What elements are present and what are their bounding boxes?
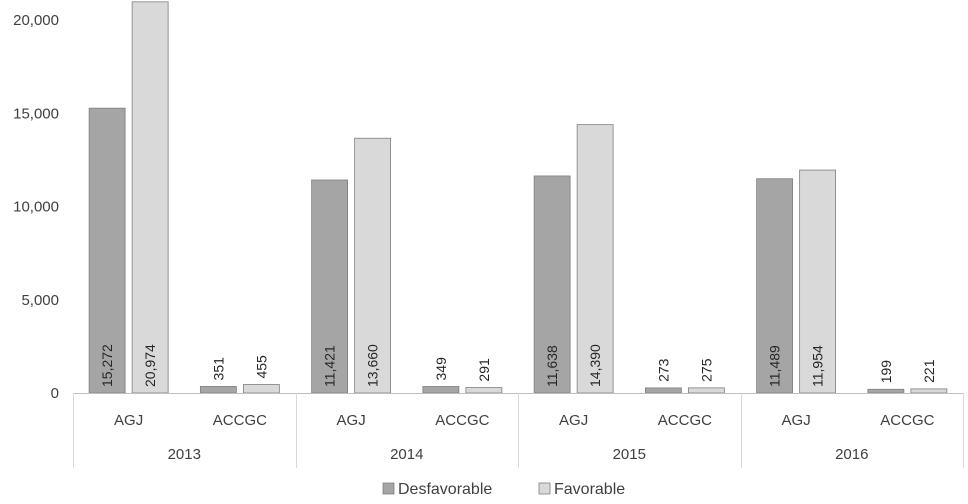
- data-label: 199: [878, 360, 894, 384]
- bar-desfavorable: [199, 386, 237, 394]
- category-label: AGJ: [337, 412, 366, 429]
- bar-favorable: [354, 137, 392, 394]
- bar-desfavorable: [311, 179, 349, 394]
- data-label: 15,272: [99, 344, 115, 387]
- bar-favorable: [576, 124, 614, 394]
- data-label: 13,660: [365, 344, 381, 387]
- data-label: 11,954: [810, 345, 826, 387]
- legend-label-favorable: Favorable: [554, 481, 625, 498]
- bars: [88, 1, 948, 394]
- y-tick-label: 15,000: [13, 105, 59, 122]
- legend: Desfavorable Favorable: [382, 481, 625, 498]
- data-label: 11,489: [767, 345, 783, 387]
- data-label: 273: [655, 358, 671, 382]
- data-label: 221: [921, 359, 937, 383]
- legend-swatch-desfavorable: [382, 482, 395, 495]
- year-label: 2015: [613, 446, 646, 463]
- data-label: 351: [210, 357, 226, 381]
- y-tick-label: 10,000: [13, 199, 59, 216]
- year-label: 2014: [390, 446, 423, 463]
- bar-desfavorable: [756, 178, 794, 394]
- category-label: ACCGC: [880, 412, 934, 429]
- data-label: 291: [476, 358, 492, 382]
- category-label: ACCGC: [213, 412, 267, 429]
- bar-desfavorable: [88, 107, 126, 394]
- bar-favorable: [910, 388, 948, 394]
- data-label: 14,390: [587, 344, 603, 387]
- category-label: AGJ: [782, 412, 811, 429]
- bar-favorable: [131, 1, 169, 394]
- y-tick-label: 20,000: [13, 12, 59, 29]
- y-tick-label: 0: [51, 385, 59, 402]
- category-label: ACCGC: [658, 412, 712, 429]
- data-label: 349: [433, 357, 449, 381]
- data-label: 455: [253, 355, 269, 379]
- bar-desfavorable: [867, 388, 905, 394]
- bar-desfavorable: [644, 387, 682, 394]
- category-label: ACCGC: [435, 412, 489, 429]
- legend-label-desfavorable: Desfavorable: [398, 481, 492, 498]
- data-labels: 15,272 20,974 351 455 11,421 13,660 349 291 11,6…: [99, 344, 937, 387]
- bar-favorable: [687, 387, 725, 394]
- bar-desfavorable: [533, 175, 571, 394]
- year-label: 2013: [168, 446, 201, 463]
- category-label: AGJ: [559, 412, 588, 429]
- year-label: 2016: [835, 446, 868, 463]
- y-axis: 0 5,000 10,000 15,000 20,000: [13, 12, 59, 402]
- bar-favorable: [465, 387, 503, 394]
- data-label: 11,638: [544, 345, 560, 387]
- x-axis: AGJ ACCGC 2013 AGJ ACCGC 2014 AGJ ACCGC 2015 AGJ A…: [73, 393, 964, 468]
- y-tick-label: 5,000: [21, 292, 59, 309]
- data-label: 275: [698, 358, 714, 382]
- legend-swatch-favorable: [538, 482, 551, 495]
- data-label: 20,974: [142, 344, 158, 387]
- category-label: AGJ: [114, 412, 143, 429]
- bar-favorable: [242, 384, 280, 394]
- data-label: 11,421: [322, 345, 338, 387]
- bar-desfavorable: [422, 386, 460, 394]
